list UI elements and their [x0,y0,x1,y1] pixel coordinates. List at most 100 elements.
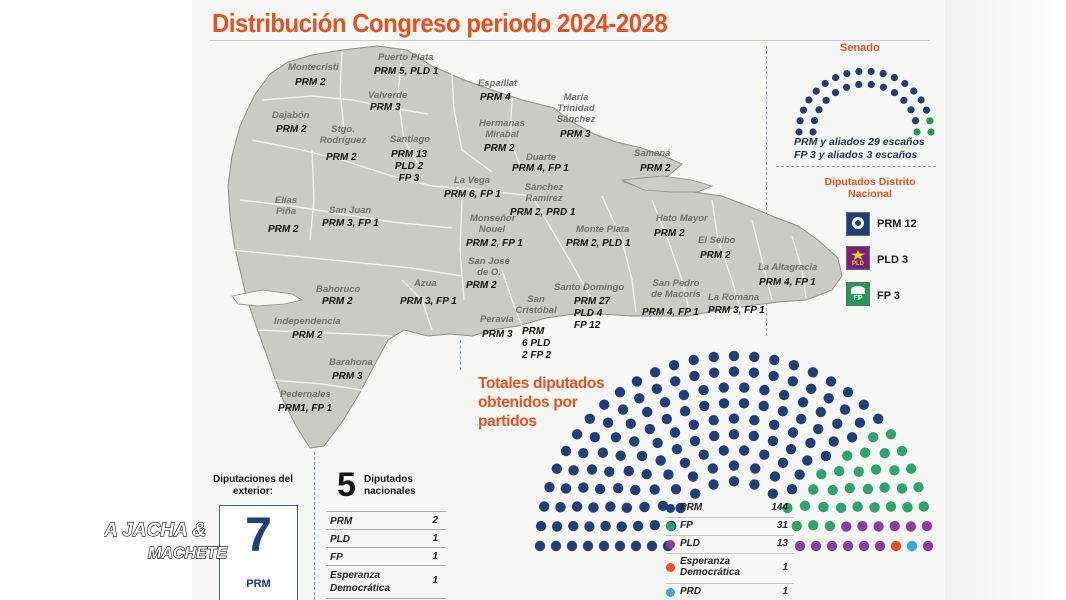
legend-row-prm: PRM 144 [666,500,794,518]
esperanza-swatch [666,563,675,572]
exterior-box: 7 PRM [219,505,298,600]
province-seats: PRM 3 [560,129,591,140]
province-seats: PRM 3 [482,329,513,340]
exterior-party: PRM [246,578,271,590]
left-background [0,0,192,600]
province-name: Montecristi [288,62,339,73]
province-name: Santo Domingo [554,282,625,293]
province-seats: PRM 5, PLD 1 [374,66,439,77]
province-name: Valverde [368,90,408,101]
province-seats: PRM 2 [466,280,497,291]
senado-summary-prm: PRM y aliados 29 escaños [794,136,925,148]
province-seats: PRM 2 [295,77,326,88]
legend-value: 144 [771,502,788,513]
province-seats: PRM 2, PRD 1 [510,207,576,218]
province-name: San Pedro de Macorís [651,278,701,300]
nacionales-title: Diputados nacionales [364,474,416,497]
province-name: La Romana [708,292,760,303]
divider-dn [776,166,936,167]
svg-text:A JACHA &: A JACHA & [104,520,206,541]
pld-logo-icon: PLD [846,246,870,270]
senado-summary-fp: FP 3 y aliados 3 escaños [794,149,918,161]
province-name: Dajabón [272,110,310,121]
samana-peninsula [620,175,714,193]
pld-swatch [666,540,675,549]
map-island-shape [227,45,843,449]
province-seats: PRM 2 [700,250,731,261]
province-seats: PRM 4 [480,92,511,103]
province-name: Bahoruco [316,284,361,295]
province-name: María Trinidad Sánchez [556,92,596,125]
row-party: FP [330,552,343,563]
prd-swatch [666,588,675,597]
map-province-borders [231,49,807,391]
province-name: Espaillat [478,78,518,89]
legend-party: PRD [680,586,702,597]
legend-party: FP [680,520,693,531]
nacionales-table: PRM 2 PLD 1 FP 1 Esperanza Democrática 1 [326,511,446,599]
province-name: Elías Piña [274,195,298,217]
dn-prm-label: PRM 12 [877,218,917,230]
legend-value: 1 [782,562,788,573]
province-seats: PRM 3 [332,371,363,382]
dn-fp-label: FP 3 [877,290,901,302]
legend-row-prd: PRD 1 [666,584,794,600]
province-seats: PRM 2 [292,330,323,341]
province-seats: PRM 2 [484,143,515,154]
row-party: Esperanza Democrática [330,570,391,594]
province-seats: PRM 2 [322,296,353,307]
province-seats: PRM 2, FP 1 [466,238,523,249]
row-party: PLD [330,534,350,545]
province-seats: PRM 2 [276,124,307,135]
province-name: San José de O. [468,256,510,278]
fp-logo-icon: FP [846,282,870,306]
infographic-card: Distribución Congreso periodo 2024-2028 [192,0,945,600]
senado-title: Senado [840,42,880,54]
province-seats: PRM 3, FP 1 [400,296,457,307]
table-row: Esperanza Democrática 1 [326,566,446,599]
province-name: Puerto Plata [378,52,434,63]
province-seats: PRM 4, FP 1 [512,163,569,174]
province-name: La Vega [454,175,491,186]
dominican-republic-map [227,45,843,449]
province-name: Duarte [526,152,557,163]
exterior-title: Diputaciones del exterior: [212,474,293,497]
legend-row-fp: FP 31 [666,518,794,536]
table-row: PRM 2 [326,512,446,530]
province-name: San Cristóbal [515,294,557,316]
divider-bottom-mid [460,340,461,370]
legend-row-pld: PLD 13 [666,536,794,554]
map-southwest-lake [231,289,304,307]
dn-pld-label: PLD 3 [877,254,909,266]
distrito-nacional-title: Diputados Distrito Nacional [824,176,916,200]
right-background [945,0,1066,600]
province-seats: PRM 2 [640,163,671,174]
province-name: Peravia [480,314,514,325]
province-seats: PRM 2 [654,228,685,239]
nacionales-number: 5 [337,466,356,504]
province-name: El Seibo [698,235,736,246]
fp-swatch [666,522,675,531]
svg-text:MACHETE: MACHETE [148,545,228,562]
province-name: Samaná [634,148,671,159]
province-name: Hato Mayor [656,213,708,224]
row-value: 1 [432,533,438,544]
legend-party: PRM [680,502,703,513]
province-seats: PRM 6 PLD 2 FP 2 [522,326,552,361]
prm-logo-icon [846,212,870,236]
province-seats: PRM 27 PLD 4 FP 12 [574,296,611,331]
divider-senado [766,46,767,336]
province-name: Monseñor Nouel [470,213,516,235]
province-seats: PRM 3 [370,102,401,113]
row-value: 1 [432,551,438,562]
table-row: PLD 1 [326,530,446,548]
legend-value: 31 [776,520,788,531]
totals-title: Totales diputados obtenidos por partidos [478,375,605,430]
province-seats: PRM 2 [268,224,299,235]
totals-legend: PRM 144 FP 31 PLD 13 Esperanza Democráti… [666,500,794,600]
province-seats: PRM1, FP 1 [278,403,333,414]
row-value: 1 [432,575,438,586]
province-seats: PRM 6, FP 1 [444,189,501,200]
row-value: 2 [432,515,438,526]
province-name: Barahona [329,357,373,368]
